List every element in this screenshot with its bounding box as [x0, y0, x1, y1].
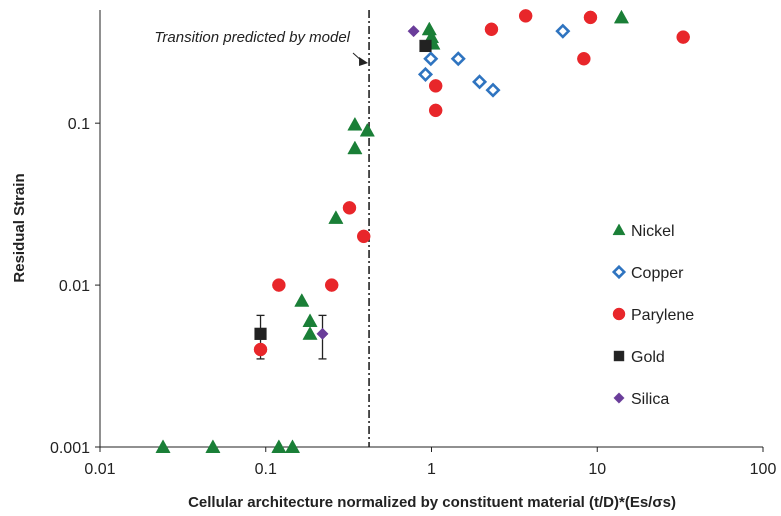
transition-line-group: Transition predicted by model — [154, 10, 370, 447]
nickel-point — [359, 122, 375, 137]
nickel-point — [613, 9, 630, 24]
nickel-point — [205, 439, 221, 453]
gold-point — [419, 39, 432, 53]
parylene-point — [356, 229, 371, 244]
legend-label-parylene: Parylene — [631, 307, 694, 324]
nickel-point — [421, 21, 437, 36]
legend-marker-gold — [613, 350, 625, 362]
x-axis-title: Cellular architecture normalized by cons… — [188, 494, 676, 511]
parylene-point — [428, 103, 443, 118]
nickel-point — [328, 210, 344, 224]
copper-point — [472, 74, 488, 90]
x-tick-label: 100 — [750, 461, 777, 478]
parylene-point — [324, 278, 339, 292]
x-tick-label: 0.01 — [84, 461, 115, 478]
y-axis-title: Residual Strain — [11, 173, 28, 282]
parylene-point — [342, 201, 357, 215]
parylene-point — [272, 278, 286, 292]
parylene-point — [676, 30, 690, 44]
copper-point — [450, 51, 466, 67]
parylene-point — [583, 10, 598, 25]
parylene-point — [577, 51, 591, 66]
legend-marker-copper — [611, 264, 627, 280]
silica-point — [407, 25, 420, 38]
annotation-arrowhead — [359, 57, 369, 66]
y-tick-label: 0.01 — [59, 278, 90, 295]
legend-label-silica: Silica — [631, 391, 669, 408]
y-tick-label: 0.1 — [68, 116, 90, 133]
x-tick-label: 10 — [588, 461, 606, 478]
legend-label-nickel: Nickel — [631, 223, 675, 240]
legend: Nickel Copper Parylene Gold Silica — [611, 223, 694, 408]
nickel-point — [284, 439, 301, 453]
nickel-point — [271, 439, 287, 453]
nickel-point — [302, 313, 318, 327]
x-tick-label: 0.1 — [255, 461, 277, 478]
copper-point — [555, 23, 571, 39]
nickel-point — [155, 439, 171, 453]
parylene-point — [484, 22, 499, 37]
legend-marker-nickel — [612, 223, 626, 236]
legend-marker-parylene — [612, 307, 626, 321]
legend-label-gold: Gold — [631, 349, 665, 366]
parylene-point — [518, 9, 533, 23]
nickel-point — [294, 293, 310, 307]
axis-ticks: 0.01 0.1 1 10 100 0.001 0.01 0.1 — [50, 116, 776, 478]
nickel-point — [302, 326, 318, 340]
parylene-point — [428, 79, 443, 93]
data-markers — [155, 9, 690, 453]
nickel-point — [347, 140, 363, 155]
x-tick-label: 1 — [427, 461, 436, 478]
legend-marker-silica — [613, 392, 625, 404]
legend-label-copper: Copper — [631, 265, 684, 282]
silica-point — [316, 327, 329, 340]
copper-point — [417, 66, 434, 82]
transition-annotation: Transition predicted by model — [154, 29, 350, 46]
gold-point — [254, 327, 267, 340]
parylene-point — [253, 342, 268, 357]
copper-point — [485, 82, 501, 98]
nickel-point — [347, 116, 363, 131]
copper-point — [423, 51, 439, 67]
y-tick-label: 0.001 — [50, 440, 90, 457]
